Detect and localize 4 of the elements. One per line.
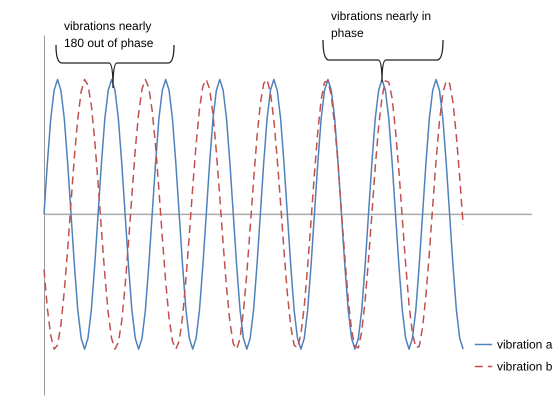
text: vibrations nearly 180 out of phase bbox=[64, 18, 154, 52]
legend-label: vibration b bbox=[497, 360, 553, 374]
text: vibrations nearly in phase bbox=[331, 8, 432, 42]
legend-label: vibration a bbox=[497, 338, 553, 352]
